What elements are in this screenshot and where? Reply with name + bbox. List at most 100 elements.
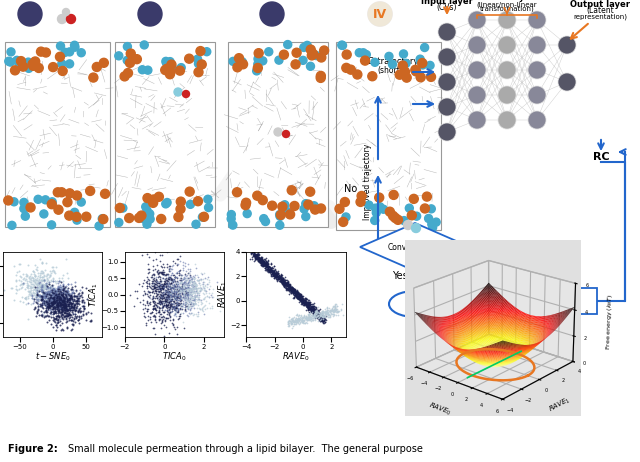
Point	[49, 295, 59, 303]
Point	[180, 291, 190, 298]
Point	[37, 282, 47, 290]
Point	[172, 280, 182, 287]
Point	[44, 287, 54, 295]
Point	[64, 296, 74, 303]
Point	[318, 318, 328, 326]
Point	[177, 280, 188, 287]
Point	[320, 308, 330, 315]
Point	[164, 295, 175, 302]
Point	[150, 304, 160, 311]
Point	[129, 302, 140, 310]
Point	[325, 309, 335, 316]
Point	[252, 253, 262, 261]
Point	[55, 315, 65, 322]
Point	[164, 298, 175, 305]
Point	[58, 291, 68, 298]
Point	[266, 266, 276, 273]
Point	[36, 282, 47, 289]
Point	[148, 325, 158, 332]
Point	[52, 284, 62, 291]
Point	[156, 298, 166, 306]
Point	[161, 281, 171, 288]
Point	[172, 279, 182, 286]
Point	[319, 315, 330, 322]
Point	[294, 312, 305, 319]
Point	[291, 289, 301, 296]
Point	[292, 319, 302, 326]
Point	[280, 280, 291, 288]
Point	[289, 289, 299, 296]
Point	[157, 299, 168, 307]
Point	[203, 274, 213, 281]
Point	[317, 318, 328, 325]
Point	[172, 301, 182, 308]
Point	[317, 312, 328, 319]
Point	[54, 302, 65, 309]
Point	[33, 300, 44, 308]
Point	[277, 277, 287, 284]
Point	[57, 320, 67, 327]
Point	[29, 294, 40, 302]
Point	[61, 289, 71, 297]
Point	[276, 272, 287, 280]
Text: (linear/non-linear: (linear/non-linear	[477, 1, 538, 7]
Point	[169, 306, 179, 313]
Point	[44, 287, 54, 295]
Point	[268, 268, 278, 275]
Point	[168, 288, 178, 296]
Point	[175, 280, 186, 287]
Point	[196, 285, 207, 292]
Circle shape	[528, 36, 546, 54]
Point	[169, 283, 179, 290]
Circle shape	[432, 218, 440, 226]
Point	[33, 288, 44, 295]
Point	[175, 296, 185, 304]
Point	[256, 260, 266, 267]
Point	[308, 307, 318, 314]
Point	[281, 285, 291, 292]
Point	[65, 302, 75, 310]
Point	[250, 252, 260, 260]
Point	[166, 291, 177, 298]
Point	[57, 308, 67, 316]
Point	[186, 293, 196, 301]
Point	[47, 264, 58, 271]
Text: (Latent: (Latent	[586, 6, 614, 15]
Point	[181, 292, 191, 299]
Circle shape	[428, 205, 435, 213]
Point	[60, 295, 70, 303]
Point	[165, 288, 175, 296]
Point	[33, 291, 43, 298]
Point	[38, 288, 48, 295]
Point	[61, 282, 72, 289]
Circle shape	[42, 48, 51, 57]
Point	[271, 271, 282, 278]
Point	[64, 305, 74, 312]
Point	[70, 293, 81, 301]
Point	[259, 260, 269, 267]
Point	[279, 279, 289, 286]
Point	[189, 290, 200, 297]
Point	[23, 283, 33, 290]
Point	[188, 278, 198, 286]
Point	[258, 256, 268, 264]
Point	[182, 282, 192, 290]
Point	[154, 269, 164, 277]
Point	[26, 274, 36, 281]
Point	[37, 276, 47, 283]
Point	[306, 302, 316, 310]
Point	[255, 259, 265, 267]
Point	[298, 317, 308, 324]
Point	[132, 294, 142, 301]
Point	[30, 289, 40, 297]
Point	[184, 286, 194, 293]
Point	[266, 267, 276, 274]
Point	[286, 283, 296, 291]
Point	[174, 287, 184, 295]
Point	[177, 299, 188, 307]
Point	[54, 278, 64, 285]
Point	[26, 291, 36, 298]
Point	[141, 279, 152, 286]
Point	[73, 290, 83, 298]
Point	[266, 265, 276, 272]
